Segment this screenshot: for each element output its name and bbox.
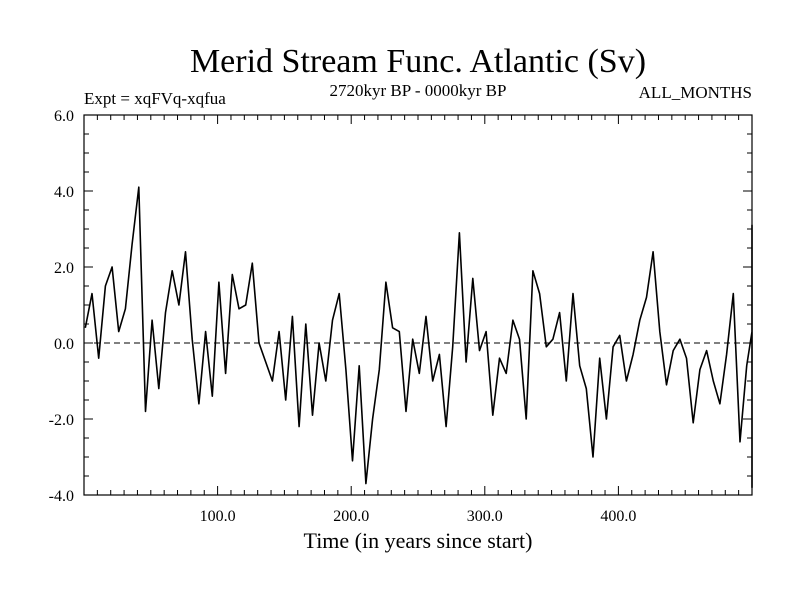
y-tick-label: 6.0	[54, 108, 74, 125]
experiment-label: Expt = xqFVq-xqfua	[84, 89, 226, 108]
x-axis-label: Time (in years since start)	[304, 528, 533, 553]
time-range-label: 2720kyr BP - 0000kyr BP	[330, 81, 507, 100]
y-tick-label: -2.0	[49, 412, 74, 429]
x-tick-label: 200.0	[333, 508, 369, 525]
x-tick-label: 100.0	[200, 508, 236, 525]
x-axis: 100.0 200.0 300.0 400.0	[96, 115, 740, 525]
y-tick-label: 2.0	[54, 260, 74, 277]
x-tick-label: 300.0	[467, 508, 503, 525]
plot-frame	[83, 114, 753, 496]
chart-title: Merid Stream Func. Atlantic (Sv)	[190, 43, 646, 80]
y-tick-label: 4.0	[54, 184, 74, 201]
y-tick-label: -4.0	[49, 488, 74, 505]
y-axis: -4.0 -2.0 0.0 2.0 4.0 6.0	[49, 108, 752, 505]
series-line	[84, 186, 753, 489]
x-tick-label: 400.0	[600, 508, 636, 525]
months-label: ALL_MONTHS	[639, 83, 752, 102]
y-tick-label: 0.0	[54, 336, 74, 353]
